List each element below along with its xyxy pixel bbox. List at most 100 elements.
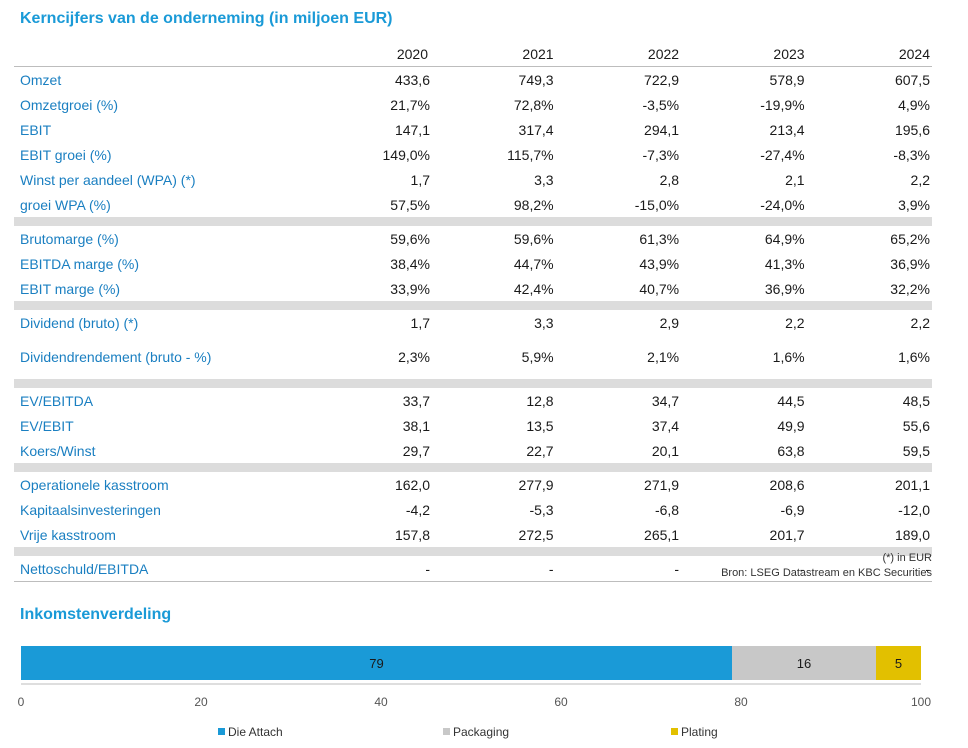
value-cell: 749,3 [518, 71, 554, 88]
row-label: EV/EBIT [20, 417, 74, 434]
value-cell: 22,7 [526, 442, 554, 459]
row-label: EBIT groei (%) [20, 146, 112, 163]
value-cell: 72,8% [513, 96, 554, 113]
value-cell: 64,9% [764, 230, 805, 247]
value-cell: 272,5 [518, 526, 554, 543]
value-cell: 3,3 [534, 171, 554, 188]
chart-title: Inkomstenverdeling [20, 606, 172, 623]
value-cell: 2,3% [398, 349, 430, 365]
separator-cell [14, 217, 932, 226]
value-cell: 201,7 [769, 526, 805, 543]
value-cell: 98,2% [513, 196, 554, 213]
value-cell: 38,4% [390, 255, 430, 272]
value-cell: -12,0 [898, 501, 930, 518]
legend-swatch [671, 728, 678, 735]
row-label: Dividend (bruto) (*) [20, 314, 139, 331]
header-label-cell [14, 42, 306, 67]
table-row: EV/EBIT 38,1 13,5 37,4 49,9 55,6 [14, 413, 932, 438]
row-label: Operationele kasstroom [20, 476, 169, 493]
value-cell: - [799, 560, 805, 577]
table-row: Dividendrendement (bruto - %) 2,3% 5,9% 2,1… [14, 335, 932, 379]
year-header: 2021 [522, 46, 554, 62]
value-cell: 2,8 [659, 171, 680, 188]
value-cell: 195,6 [894, 121, 930, 138]
row-label: Kapitaalsinvesteringen [20, 501, 161, 518]
row-label: Omzet [20, 71, 62, 88]
value-cell: 55,6 [902, 417, 930, 434]
separator-cell [14, 547, 932, 556]
value-cell: 34,7 [651, 392, 680, 409]
value-cell: 40,7% [639, 280, 680, 297]
table-row: EBIT 147,1 317,4 294,1 213,4 195,6 [14, 117, 932, 142]
table-header-row: 2020 2021 2022 2023 2024 [14, 42, 932, 67]
value-cell: 157,8 [394, 526, 430, 543]
table-row: EV/EBITDA 33,7 12,8 34,7 44,5 48,5 [14, 388, 932, 413]
value-cell: - [425, 560, 430, 577]
legend-label: Plating [681, 725, 718, 739]
value-cell: 49,9 [777, 417, 805, 434]
table-title: Kerncijfers van de onderneming (in miljo… [20, 10, 393, 27]
table-row: Dividend (bruto) (*) 1,7 3,3 2,9 2,2 2,2 [14, 310, 932, 335]
value-cell: 33,7 [402, 392, 430, 409]
value-cell: 41,3% [764, 255, 805, 272]
value-cell: 43,9% [639, 255, 680, 272]
value-cell: 1,6% [898, 349, 930, 365]
value-cell: 433,6 [394, 71, 430, 88]
group-separator [14, 379, 932, 388]
table-row: EBIT marge (%) 33,9% 42,4% 40,7% 36,9% 32,2% [14, 276, 932, 301]
value-cell: 59,6% [390, 230, 430, 247]
value-cell: 147,1 [394, 121, 430, 138]
value-cell: 44,7% [513, 255, 554, 272]
value-cell: 2,1 [785, 171, 805, 188]
value-cell: -6,8 [654, 501, 680, 518]
row-label: EV/EBITDA [20, 392, 94, 409]
row-label: Vrije kasstroom [20, 526, 116, 543]
data-label: 16 [797, 656, 811, 671]
value-cell: 32,2% [890, 280, 930, 297]
value-cell: -15,0% [634, 196, 680, 213]
row-label: EBIT [20, 121, 52, 138]
value-cell: 2,2 [910, 171, 930, 188]
value-cell: 59,5 [902, 442, 930, 459]
value-cell: 607,5 [894, 71, 930, 88]
value-cell: - [674, 560, 680, 577]
table-row: groei WPA (%) 57,5% 98,2% -15,0% -24,0% 3,9% [14, 192, 932, 217]
value-cell: 42,4% [513, 280, 554, 297]
year-header: 2022 [647, 46, 680, 62]
x-tick-label: 40 [374, 695, 388, 709]
value-cell: 63,8 [777, 442, 805, 459]
value-cell: -7,3% [642, 146, 680, 163]
revenue-distribution-chart: 79 16 5 0 20 40 60 80 100 Die Attach Packaging Plat… [18, 646, 931, 739]
row-label: Koers/Winst [20, 442, 96, 459]
value-cell: 20,1 [651, 442, 680, 459]
bar-segment-plating [876, 646, 921, 680]
x-tick-label: 60 [554, 695, 568, 709]
value-cell: 65,2% [890, 230, 930, 247]
value-cell: 149,0% [382, 146, 430, 163]
table-row: Nettoschuld/EBITDA - - - - - [14, 556, 932, 582]
row-label: EBITDA marge (%) [20, 255, 140, 272]
table-row: Vrije kasstroom 157,8 272,5 265,1 201,7 189,0 [14, 522, 932, 547]
value-cell: 61,3% [639, 230, 680, 247]
separator-cell [14, 379, 932, 388]
table-row: Brutomarge (%) 59,6% 59,6% 61,3% 64,9% 65,2% [14, 226, 932, 251]
legend-label: Packaging [453, 725, 509, 739]
year-header: 2020 [396, 46, 428, 62]
row-label: Dividendrendement (bruto - %) [20, 349, 212, 365]
value-cell: 201,1 [894, 476, 930, 493]
row-label: EBIT marge (%) [20, 280, 121, 297]
year-header: 2023 [773, 46, 805, 62]
separator-cell [14, 301, 932, 310]
value-cell: 37,4 [651, 417, 680, 434]
value-cell: 294,1 [644, 121, 680, 138]
table-row: Omzetgroei (%) 21,7% 72,8% -3,5% -19,9% 4,9% [14, 92, 932, 117]
row-label: Omzetgroei (%) [20, 96, 119, 113]
data-label: 5 [895, 656, 902, 671]
value-cell: 29,7 [402, 442, 430, 459]
x-tick-label: 80 [734, 695, 748, 709]
value-cell: 59,6% [513, 230, 554, 247]
value-cell: - [925, 560, 930, 577]
value-cell: 38,1 [402, 417, 430, 434]
x-tick-label: 0 [18, 695, 25, 709]
value-cell: -27,4% [760, 146, 805, 163]
